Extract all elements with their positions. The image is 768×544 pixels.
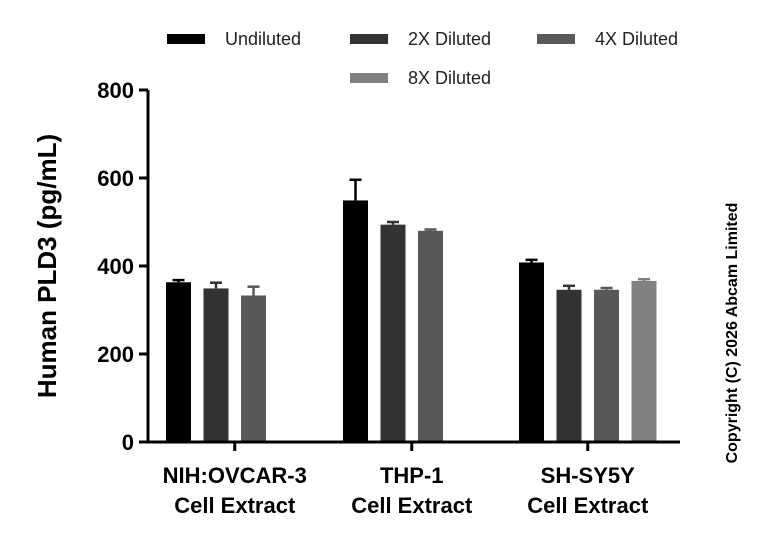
x-category-label-2-1: Cell Extract [527,493,649,518]
bar-2-3 [418,230,443,442]
legend-label-1: Undiluted [225,29,301,49]
bar-1-2 [203,288,229,442]
x-category-label-1-1: Cell Extract [351,493,473,518]
y-tick-label-1: 200 [97,342,134,367]
legend-swatch-2 [350,34,388,44]
legend-swatch-4 [350,73,388,83]
bar-1-3 [241,295,266,442]
x-category-label-0-1: Cell Extract [174,493,296,518]
legend-label-2: 2X Diluted [408,29,491,49]
y-axis: 0 200 400 600 800 [97,78,150,455]
x-category-label-1-0: THP-1 [380,463,444,488]
legend-label-4: 8X Diluted [408,68,491,88]
legend-swatch-3 [537,34,575,44]
y-tick-label-3: 600 [97,166,134,191]
bar-2-1 [343,200,368,442]
bar-3-2 [556,289,582,442]
bar-3-3 [594,289,619,442]
y-axis-label: Human PLD3 (pg/mL) [32,134,62,398]
bar-3-4 [631,280,657,442]
bars-group [166,178,657,442]
bar-2-2 [380,224,406,442]
bar-1-1 [166,282,191,442]
copyright-annotation: Copyright (C) 2026 Abcam Limited [724,203,741,464]
legend-swatch-1 [167,34,205,44]
legend: Undiluted 2X Diluted 4X Diluted 8X Diluted [167,29,678,88]
x-category-label-0-0: NIH:OVCAR-3 [163,463,307,488]
y-tick-label-0: 0 [122,430,134,455]
y-tick-label-4: 800 [97,78,134,103]
bar-3-1 [519,262,544,442]
x-axis: NIH:OVCAR-3 Cell Extract THP-1 Cell Extract… [146,440,680,518]
legend-label-3: 4X Diluted [595,29,678,49]
y-tick-label-2: 400 [97,254,134,279]
x-category-label-2-0: SH-SY5Y [541,463,635,488]
